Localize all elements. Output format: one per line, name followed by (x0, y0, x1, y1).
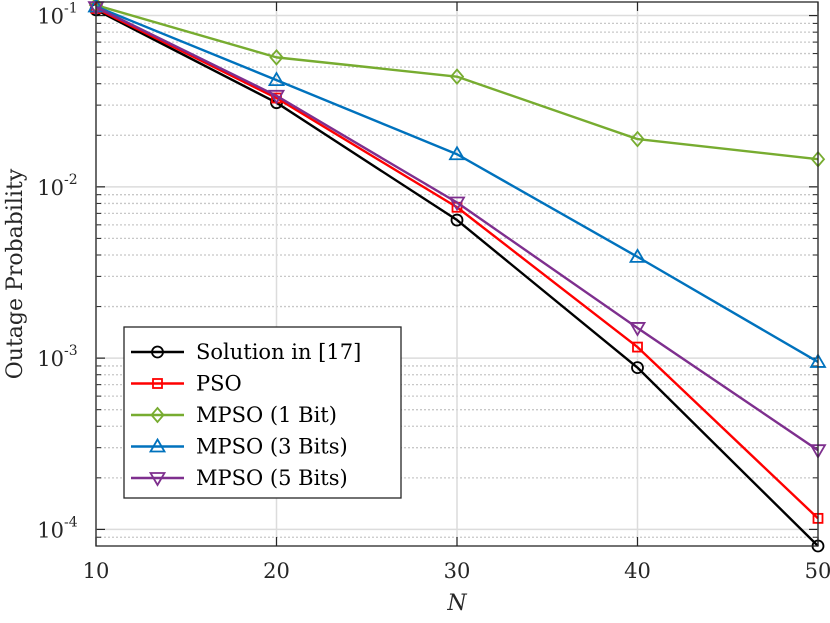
y-tick-exponent: -3 (64, 343, 78, 359)
plot-border (95, 1, 819, 547)
circle-marker (450, 213, 464, 227)
triangle-down-marker (448, 196, 466, 212)
diamond-marker (449, 68, 465, 86)
circle-marker (151, 345, 164, 359)
series-line (95, 5, 819, 363)
legend-entry: PSO (131, 372, 242, 396)
y-tick-exponent: -4 (64, 514, 78, 530)
legend-entry: MPSO (1 Bit) (131, 403, 337, 427)
y-tick-base: 10 (37, 176, 64, 200)
y-axis-label: Outage Probability (3, 168, 28, 379)
y-tick-label: 10 -4 (37, 514, 77, 542)
legend: Solution in [17] PSO MPSO (1 Bit) MPSO (3 B… (123, 326, 402, 499)
legend-entry: MPSO (3 Bits) (131, 435, 348, 459)
square-marker (152, 378, 163, 389)
legend-label: PSO (196, 372, 242, 396)
legend-label: MPSO (1 Bit) (196, 403, 337, 427)
x-tick-label: 30 (444, 559, 471, 583)
triangle-up-marker (448, 145, 466, 161)
y-tick-label: 10 -1 (37, 1, 77, 29)
x-axis-label: N (446, 591, 467, 616)
series-line (95, 7, 819, 520)
diamond-marker (630, 130, 645, 148)
diamond-marker (269, 48, 284, 66)
x-tick-label: 40 (624, 559, 651, 583)
triangle-up-marker (148, 437, 167, 453)
x-tick-label: 20 (263, 559, 290, 583)
series-line (95, 4, 819, 161)
triangle-up-marker (628, 248, 647, 263)
y-tick-base: 10 (37, 347, 64, 371)
y-tick-label: 10 -2 (37, 172, 77, 200)
triangle-down-marker (148, 472, 167, 487)
y-tick-exponent: -2 (64, 172, 78, 188)
y-tick-exponent: -1 (64, 1, 78, 17)
diamond-marker (150, 406, 165, 424)
legend-label: Solution in [17] (196, 340, 361, 364)
square-marker (632, 341, 643, 353)
legend-box (123, 326, 402, 499)
circle-marker (631, 361, 644, 375)
triangle-down-marker (628, 322, 647, 337)
triangle-up-marker (267, 71, 286, 86)
legend-entry: MPSO (5 Bits) (131, 466, 348, 490)
legend-entry: Solution in [17] (131, 340, 361, 364)
y-tick-base: 10 (37, 518, 64, 542)
series-line (95, 6, 819, 452)
x-tick-label: 10 (83, 559, 110, 583)
x-tick-label: 50 (805, 559, 830, 583)
legend-label: MPSO (3 Bits) (196, 435, 348, 459)
legend-label: MPSO (5 Bits) (196, 466, 348, 490)
y-tick-label: 10 -3 (37, 343, 77, 371)
triangle-down-marker (267, 89, 286, 105)
series-line (95, 8, 819, 547)
y-tick-base: 10 (37, 5, 64, 29)
